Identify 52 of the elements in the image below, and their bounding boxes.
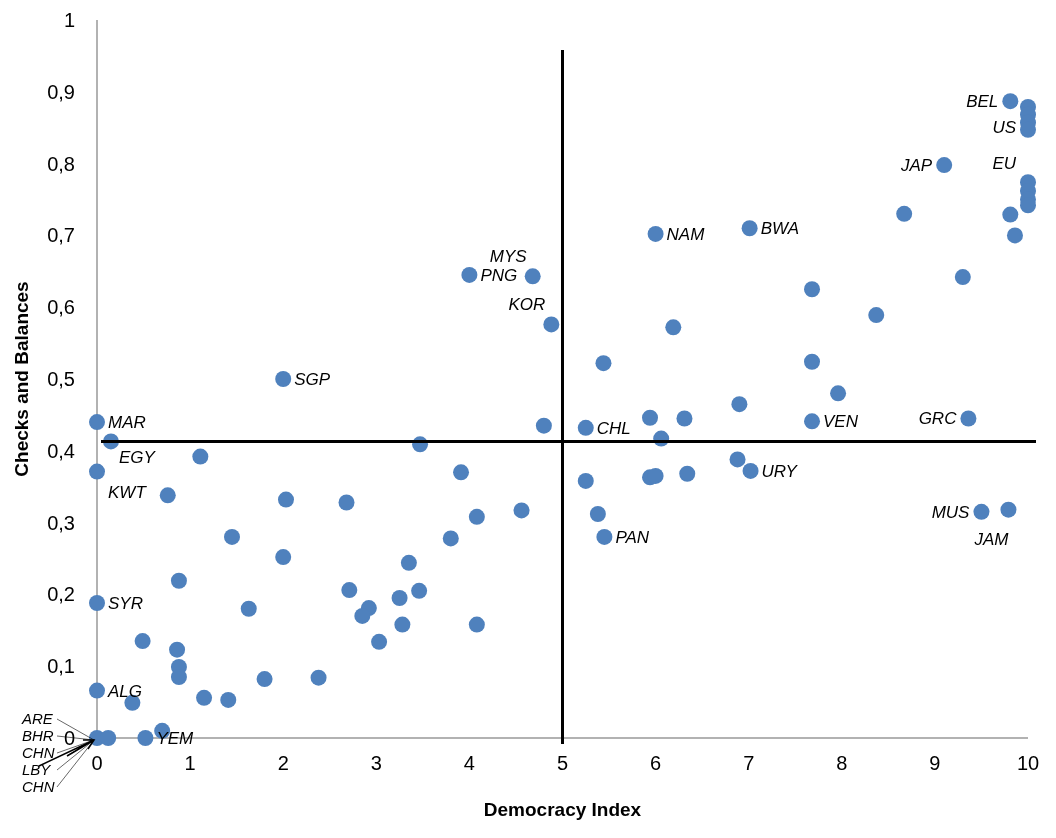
annotation: KWT (108, 482, 148, 502)
y-tick-label: 0,8 (47, 152, 75, 175)
y-tick-label: 1 (63, 9, 75, 31)
annotation: VEN (823, 412, 859, 432)
x-tick-label: 1 (184, 752, 196, 774)
y-tick-label: 0 (63, 727, 75, 749)
annotation: CHN (22, 744, 55, 761)
y-axis-title: Checks and Balances (11, 281, 32, 477)
y-tick-label: 0,6 (47, 296, 75, 319)
x-tick-label: 2 (277, 752, 289, 774)
annotation: BEL (966, 92, 999, 112)
annotation: JAM (973, 529, 1010, 549)
x-tick-label: 6 (650, 752, 662, 774)
x-tick-label: 3 (370, 752, 382, 774)
y-tick-label: 0,9 (47, 80, 75, 103)
annotation: ALG (107, 681, 143, 701)
annotation: CHN (22, 778, 55, 795)
x-axis-title: Democracy Index (483, 799, 642, 820)
annotation: GRC (918, 409, 958, 429)
annotation: US (992, 117, 1017, 137)
annotation: BHR (22, 727, 54, 744)
y-tick-label: 0,3 (47, 511, 75, 534)
y-tick-label: 0,2 (47, 583, 75, 606)
y-tick-label: 0,4 (47, 439, 75, 462)
x-tick-label: 7 (743, 752, 755, 774)
y-tick-label: 0,1 (47, 655, 75, 678)
annotation: JAP (900, 156, 933, 176)
annotation: PAN (615, 527, 650, 547)
y-tick-label: 0,5 (47, 368, 75, 390)
annotation: NAM (666, 224, 706, 244)
annotation: CHL (596, 418, 631, 438)
annotation: MYS (489, 247, 528, 267)
y-tick-label: 0,7 (47, 224, 75, 247)
annotation: MAR (108, 413, 146, 433)
x-tick-label: 10 (1016, 752, 1040, 774)
annotation: KOR (508, 295, 546, 315)
annotation: PNG (480, 265, 518, 285)
annotation: URY (761, 461, 799, 481)
x-tick-label: 4 (463, 752, 475, 774)
annotation: YEM (156, 729, 195, 748)
annotation: BWA (760, 219, 800, 239)
x-tick-label: 8 (836, 752, 848, 774)
annotation: ARE (21, 710, 54, 727)
annotation: EGY (118, 448, 157, 468)
annotation: MUS (931, 502, 971, 522)
annotation: SGP (294, 370, 331, 389)
x-tick-label: 9 (929, 752, 941, 774)
annotation: SYR (108, 594, 143, 614)
x-tick-label: 0 (91, 752, 103, 774)
annotation: EU (992, 153, 1017, 173)
annotation: LBY (22, 761, 52, 778)
x-tick-label: 5 (556, 752, 569, 774)
